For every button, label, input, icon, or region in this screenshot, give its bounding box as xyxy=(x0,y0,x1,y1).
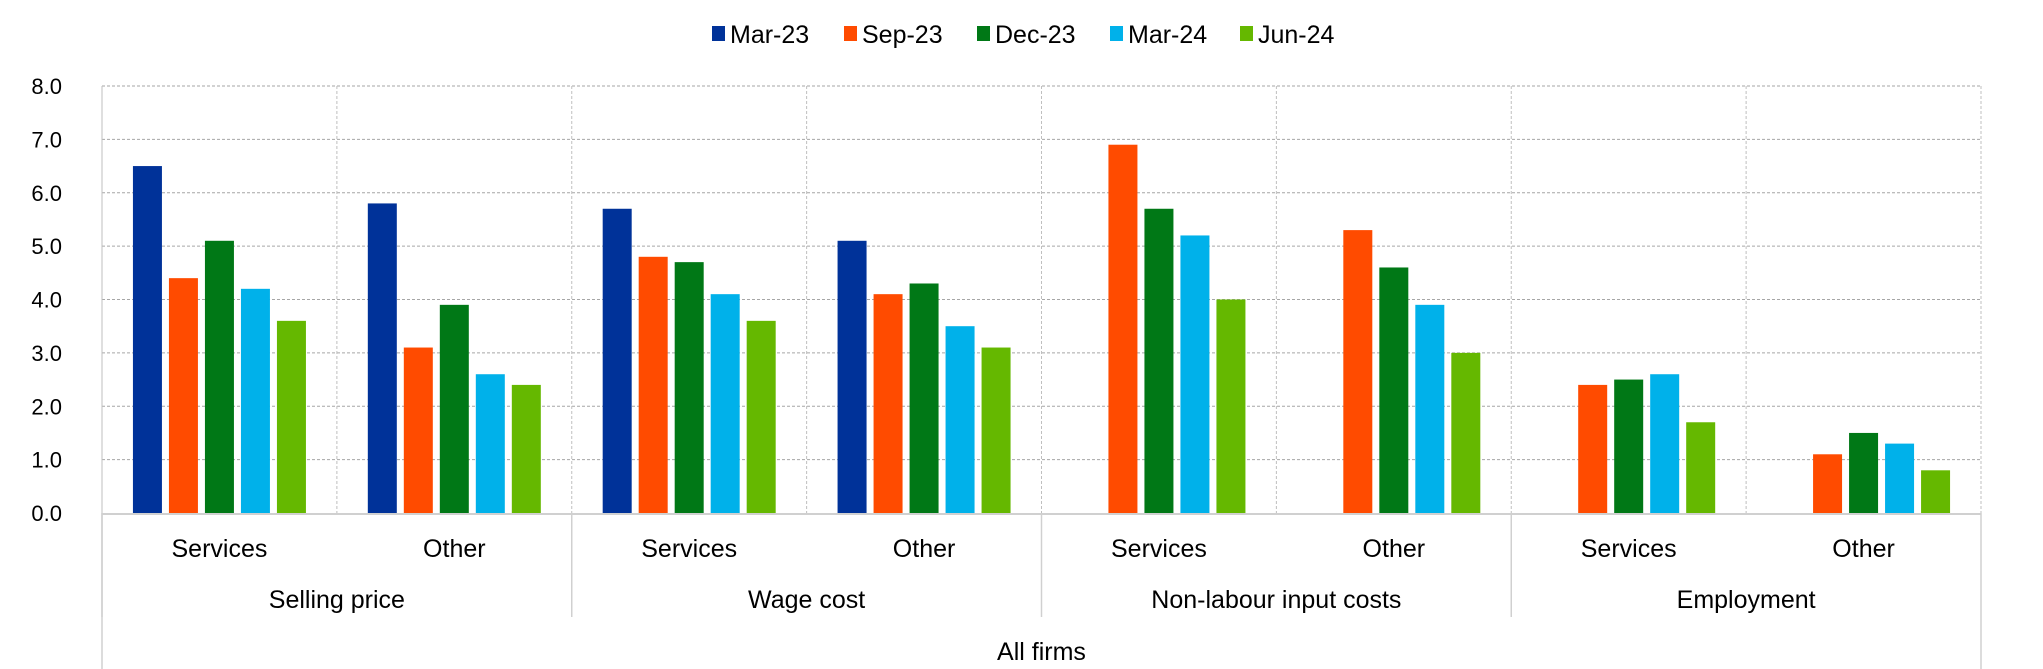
y-tick-label: 2.0 xyxy=(31,394,62,419)
bar-jun-24-7 xyxy=(1921,470,1951,513)
y-tick-label: 5.0 xyxy=(31,234,62,259)
legend-swatch-sep-23 xyxy=(844,26,857,41)
bar-dec-23-3 xyxy=(909,283,939,513)
legend: Mar-23 Sep-23 Dec-23 Mar-24 Jun-24 xyxy=(712,21,1335,49)
bar-dec-23-6 xyxy=(1614,379,1644,513)
group-label: Non-labour input costs xyxy=(1151,586,1401,614)
bar-mar-24-1 xyxy=(475,374,505,513)
legend-swatch-mar-23 xyxy=(712,26,725,41)
bar-jun-24-0 xyxy=(276,320,306,513)
bar-jun-24-3 xyxy=(981,347,1011,513)
legend-swatch-jun-24 xyxy=(1240,26,1253,41)
legend-swatch-mar-24 xyxy=(1110,26,1123,41)
bar-dec-23-4 xyxy=(1144,208,1174,513)
legend-label: Sep-23 xyxy=(862,21,943,49)
y-tick-label: 4.0 xyxy=(31,288,62,313)
bar-jun-24-5 xyxy=(1451,352,1481,513)
subcategory-label: Services xyxy=(172,535,268,563)
bar-dec-23-2 xyxy=(674,262,704,513)
bar-sep-23-0 xyxy=(168,278,198,513)
bar-sep-23-4 xyxy=(1108,144,1138,513)
bar-dec-23-7 xyxy=(1849,432,1879,513)
group-label: Wage cost xyxy=(748,586,865,614)
top-group-label: All firms xyxy=(997,638,1086,666)
legend-label: Dec-23 xyxy=(995,21,1076,49)
y-tick-label: 8.0 xyxy=(31,74,62,99)
bar-mar-23-2 xyxy=(602,208,632,513)
legend-swatch-dec-23 xyxy=(977,26,990,41)
axes: 0.0 1.0 2.0 3.0 4.0 5.0 6.0 7.0 8.0 Services Other… xyxy=(31,74,1982,669)
y-tick-label: 0.0 xyxy=(31,501,62,526)
subcategory-label: Services xyxy=(641,535,737,563)
bar-mar-24-2 xyxy=(710,294,740,513)
y-tick-label: 1.0 xyxy=(31,448,62,473)
subcategory-label: Services xyxy=(1111,535,1207,563)
subcategory-label: Other xyxy=(423,535,486,563)
legend-label: Mar-24 xyxy=(1128,21,1207,49)
y-tick-label: 6.0 xyxy=(31,181,62,206)
bar-dec-23-5 xyxy=(1379,267,1409,513)
bars xyxy=(132,144,1951,514)
bar-mar-23-0 xyxy=(132,166,162,513)
bar-sep-23-1 xyxy=(403,347,433,513)
bar-sep-23-3 xyxy=(873,294,903,513)
bar-jun-24-6 xyxy=(1686,422,1716,513)
bar-jun-24-1 xyxy=(511,384,541,513)
bar-sep-23-7 xyxy=(1813,454,1843,513)
subcategory-label: Services xyxy=(1581,535,1677,563)
bar-sep-23-5 xyxy=(1343,230,1373,514)
bar-mar-24-6 xyxy=(1650,374,1680,513)
bar-sep-23-6 xyxy=(1578,384,1608,513)
subcategory-label: Other xyxy=(893,535,956,563)
bar-mar-24-0 xyxy=(240,288,270,513)
bar-sep-23-2 xyxy=(638,256,668,513)
y-tick-label: 3.0 xyxy=(31,341,62,366)
legend-label: Mar-23 xyxy=(730,21,809,49)
legend-label: Jun-24 xyxy=(1258,21,1335,49)
group-label: Employment xyxy=(1677,586,1816,614)
bar-mar-24-4 xyxy=(1180,235,1210,513)
y-tick-label: 7.0 xyxy=(31,127,62,152)
bar-mar-24-5 xyxy=(1415,304,1445,513)
bar-jun-24-2 xyxy=(746,320,776,513)
bar-mar-24-7 xyxy=(1885,443,1915,513)
bar-dec-23-1 xyxy=(439,304,469,513)
subcategory-label: Other xyxy=(1832,535,1895,563)
subcategory-label: Other xyxy=(1363,535,1426,563)
bar-mar-23-3 xyxy=(837,240,867,513)
bar-dec-23-0 xyxy=(204,240,234,513)
bar-mar-24-3 xyxy=(945,326,975,513)
group-label: Selling price xyxy=(269,586,405,614)
bar-mar-23-1 xyxy=(367,203,397,514)
bar-jun-24-4 xyxy=(1216,299,1246,513)
